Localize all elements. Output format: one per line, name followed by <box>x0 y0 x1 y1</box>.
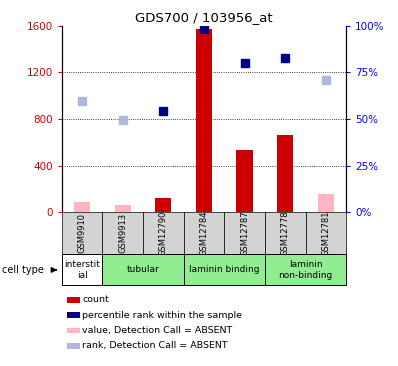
Bar <box>67 312 80 318</box>
Text: count: count <box>82 295 109 304</box>
Title: GDS700 / 103956_at: GDS700 / 103956_at <box>135 11 273 25</box>
Bar <box>143 212 183 254</box>
Bar <box>318 194 334 212</box>
Text: value, Detection Call = ABSENT: value, Detection Call = ABSENT <box>82 326 232 335</box>
Text: GSM9910: GSM9910 <box>78 213 86 253</box>
Text: GSM12781: GSM12781 <box>322 210 330 256</box>
Bar <box>62 254 102 285</box>
Text: laminin binding: laminin binding <box>189 265 259 274</box>
Bar <box>236 150 253 212</box>
Bar <box>115 205 131 212</box>
Bar <box>102 212 143 254</box>
Bar <box>265 254 346 285</box>
Text: GSM12778: GSM12778 <box>281 210 290 256</box>
Bar <box>67 328 80 333</box>
Text: percentile rank within the sample: percentile rank within the sample <box>82 311 242 320</box>
Bar <box>306 212 346 254</box>
Bar <box>74 202 90 212</box>
Bar <box>265 212 306 254</box>
Bar <box>155 198 172 212</box>
Bar <box>183 212 224 254</box>
Bar <box>102 254 183 285</box>
Text: GSM12790: GSM12790 <box>159 211 168 256</box>
Text: tubular: tubular <box>127 265 159 274</box>
Bar <box>183 254 265 285</box>
Text: laminin
non-binding: laminin non-binding <box>279 260 333 280</box>
Text: cell type: cell type <box>2 265 44 275</box>
Text: interstit
ial: interstit ial <box>64 260 100 280</box>
Bar <box>196 29 212 212</box>
Text: rank, Detection Call = ABSENT: rank, Detection Call = ABSENT <box>82 341 228 350</box>
Bar <box>62 212 102 254</box>
Bar <box>224 212 265 254</box>
Text: GSM12784: GSM12784 <box>199 210 209 256</box>
Bar <box>67 343 80 348</box>
Text: GSM12787: GSM12787 <box>240 210 249 256</box>
Bar <box>277 135 293 212</box>
Text: GSM9913: GSM9913 <box>118 213 127 253</box>
Bar <box>67 297 80 303</box>
